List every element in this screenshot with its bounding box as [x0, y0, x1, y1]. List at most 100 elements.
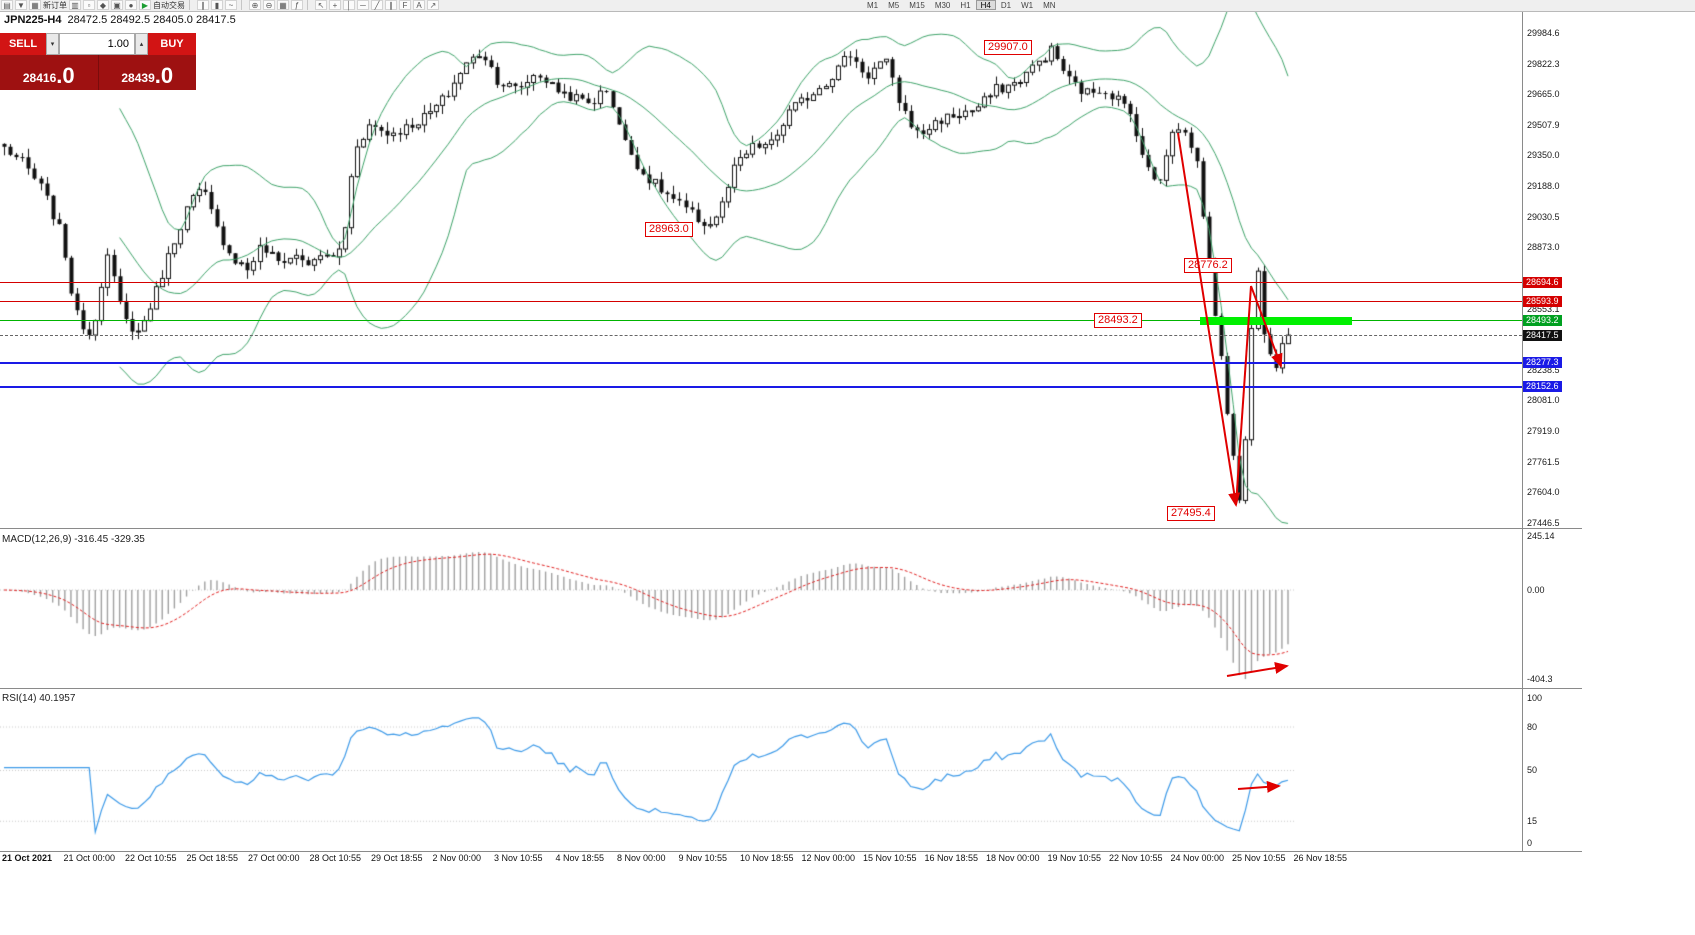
price-axis-tag-28593.9: 28593.9 [1523, 295, 1562, 307]
horizontal-line-28493.2[interactable] [0, 320, 1522, 322]
chevron-down-icon: ▾ [50, 41, 55, 48]
arrows-icon[interactable]: ↗ [427, 0, 439, 10]
price-callout-28776.2[interactable]: 28776.2 [1184, 258, 1232, 274]
panel-separator [0, 851, 1582, 852]
toolbar: ▤ ▼ ▦ 新订单 ▥ ▫ ◆ ▣ ● ▶ 自动交易 ∥ ▮ ~ ⊕ ⊖ ▦ ƒ ↖ + │ ─ ╱ ∥ F A ↗ M1 M5 M15… [0, 0, 1695, 12]
price-axis-label: 28873.0 [1527, 242, 1560, 253]
profiles-icon[interactable]: ▼ [15, 0, 27, 10]
zoom-in-icon[interactable]: ⊕ [249, 0, 261, 10]
time-axis-label: 27 Oct 00:00 [248, 853, 300, 863]
price-axis-label: 29030.5 [1527, 211, 1560, 222]
macd-axis-label: 0.00 [1527, 584, 1545, 595]
terminal-icon[interactable]: ▣ [111, 0, 123, 10]
rsi-panel[interactable] [0, 690, 1522, 851]
time-axis-label: 25 Oct 18:55 [186, 853, 239, 863]
price-axis-tag-28694.6: 28694.6 [1523, 276, 1562, 288]
price-callout-29907.0[interactable]: 29907.0 [984, 39, 1032, 55]
timeframe-M30[interactable]: M30 [934, 1, 951, 10]
new-chart-icon[interactable]: ▤ [1, 0, 13, 10]
timeframe-W1[interactable]: W1 [1021, 1, 1034, 10]
rsi-axis-label: 15 [1527, 815, 1538, 826]
sell-price-frac: .0 [56, 63, 75, 88]
timeframe-D1[interactable]: D1 [1000, 1, 1012, 10]
time-axis-label: 19 Nov 10:55 [1047, 853, 1102, 863]
buy-button[interactable]: BUY [148, 33, 196, 55]
auto-trading-button-label: 自动交易 [153, 0, 185, 10]
price-axis-tag-28152.6: 28152.6 [1523, 381, 1562, 393]
timeframe-M1[interactable]: M1 [867, 1, 879, 10]
timeframe-M15[interactable]: M15 [909, 1, 925, 10]
market-watch-icon[interactable]: ▥ [69, 0, 81, 10]
panel-separator[interactable] [0, 688, 1582, 689]
timeframe-H4[interactable]: H4 [975, 0, 996, 10]
macd-panel[interactable] [0, 530, 1522, 688]
volume-decrease-button[interactable]: ▾ [46, 33, 59, 55]
volume-increase-button[interactable]: ▴ [135, 33, 148, 55]
price-chart[interactable] [0, 12, 1522, 528]
one-click-trading-panel: SELL ▾ 1.00 ▴ BUY 28416.0 28439.0 [0, 33, 196, 90]
crosshair-icon[interactable]: + [329, 0, 341, 10]
strategy-tester-icon[interactable]: ● [125, 0, 137, 10]
bar-chart-mode-icon: ∥ [197, 0, 209, 10]
horizontal-line-icon[interactable]: ─ [357, 0, 369, 10]
horizontal-line-28694.6[interactable] [0, 281, 1522, 283]
time-axis-label: 25 Nov 10:55 [1232, 853, 1286, 863]
volume-input[interactable]: 1.00 [59, 33, 135, 55]
macd-label: MACD(12,26,9) -316.45 -329.35 [2, 534, 145, 545]
time-axis-label: 28 Oct 10:55 [309, 853, 362, 863]
toolbar-separator [189, 0, 193, 10]
price-callout-28493.2[interactable]: 28493.2 [1094, 312, 1142, 328]
price-axis-label: 29665.0 [1527, 89, 1560, 100]
navigator-icon[interactable]: ◆ [97, 0, 109, 10]
fibonacci-icon[interactable]: F [399, 0, 411, 10]
macd-axis-label: 245.14 [1527, 530, 1555, 541]
data-window-icon[interactable]: ▫ [83, 0, 95, 10]
horizontal-line-icon: ─ [357, 0, 369, 10]
price-axis-label: 27446.5 [1527, 517, 1560, 528]
terminal-icon: ▣ [111, 0, 123, 10]
price-axis-label: 28553.1 [1527, 303, 1560, 314]
time-axis-label: 4 Nov 18:55 [555, 853, 605, 863]
equidistant-channel-icon[interactable]: ∥ [385, 0, 397, 10]
strategy-tester-icon: ● [125, 0, 137, 10]
text-label-icon[interactable]: A [413, 0, 425, 10]
panel-separator[interactable] [0, 528, 1582, 529]
data-window-icon: ▫ [83, 0, 95, 10]
chevron-up-icon: ▴ [139, 41, 144, 48]
horizontal-line-28593.9[interactable] [0, 300, 1522, 302]
toolbar-icons: ▤ ▼ ▦ 新订单 ▥ ▫ ◆ ▣ ● ▶ 自动交易 ∥ ▮ ~ ⊕ ⊖ ▦ ƒ ↖ + │ ─ ╱ ∥ F A ↗ [0, 0, 1695, 11]
price-callout-28963.0[interactable]: 28963.0 [645, 222, 693, 238]
price-axis-label: 27919.0 [1527, 426, 1560, 437]
zoom-in-icon: ⊕ [249, 0, 261, 10]
timeframe-MN[interactable]: MN [1043, 1, 1056, 10]
price-axis-label: 29507.9 [1527, 119, 1560, 130]
indicators-icon[interactable]: ƒ [291, 0, 303, 10]
line-chart-mode-icon[interactable]: ~ [225, 0, 237, 10]
vertical-line-icon[interactable]: │ [343, 0, 355, 10]
green-highlight-bar[interactable] [1200, 316, 1352, 325]
sell-price[interactable]: 28416.0 [0, 55, 99, 90]
price-callout-27495.4[interactable]: 27495.4 [1167, 505, 1215, 521]
zoom-out-icon[interactable]: ⊖ [263, 0, 275, 10]
time-axis-label: 10 Nov 18:55 [740, 853, 794, 863]
buy-price[interactable]: 28439.0 [98, 55, 196, 90]
sell-button[interactable]: SELL [0, 33, 46, 55]
timeframe-H1[interactable]: H1 [960, 1, 971, 10]
market-watch-icon: ▥ [69, 0, 81, 10]
cursor-icon: ↖ [315, 0, 327, 10]
horizontal-line-28417.5[interactable] [0, 335, 1522, 337]
cursor-icon[interactable]: ↖ [315, 0, 327, 10]
new-order-button[interactable]: ▦ 新订单 [29, 0, 67, 10]
price-axis-tag-28277.3: 28277.3 [1523, 357, 1562, 369]
trendline-icon[interactable]: ╱ [371, 0, 383, 10]
timeframe-M5[interactable]: M5 [888, 1, 900, 10]
bar-chart-mode-icon[interactable]: ∥ [197, 0, 209, 10]
horizontal-line-28277.3[interactable] [0, 361, 1522, 364]
auto-trading-button[interactable]: ▶ 自动交易 [139, 0, 185, 10]
navigator-icon: ◆ [97, 0, 109, 10]
price-axis-label: 28081.0 [1527, 395, 1560, 405]
candlestick-mode-icon[interactable]: ▮ [211, 0, 223, 10]
horizontal-line-28152.6[interactable] [0, 385, 1522, 388]
tile-windows-icon[interactable]: ▦ [277, 0, 289, 10]
